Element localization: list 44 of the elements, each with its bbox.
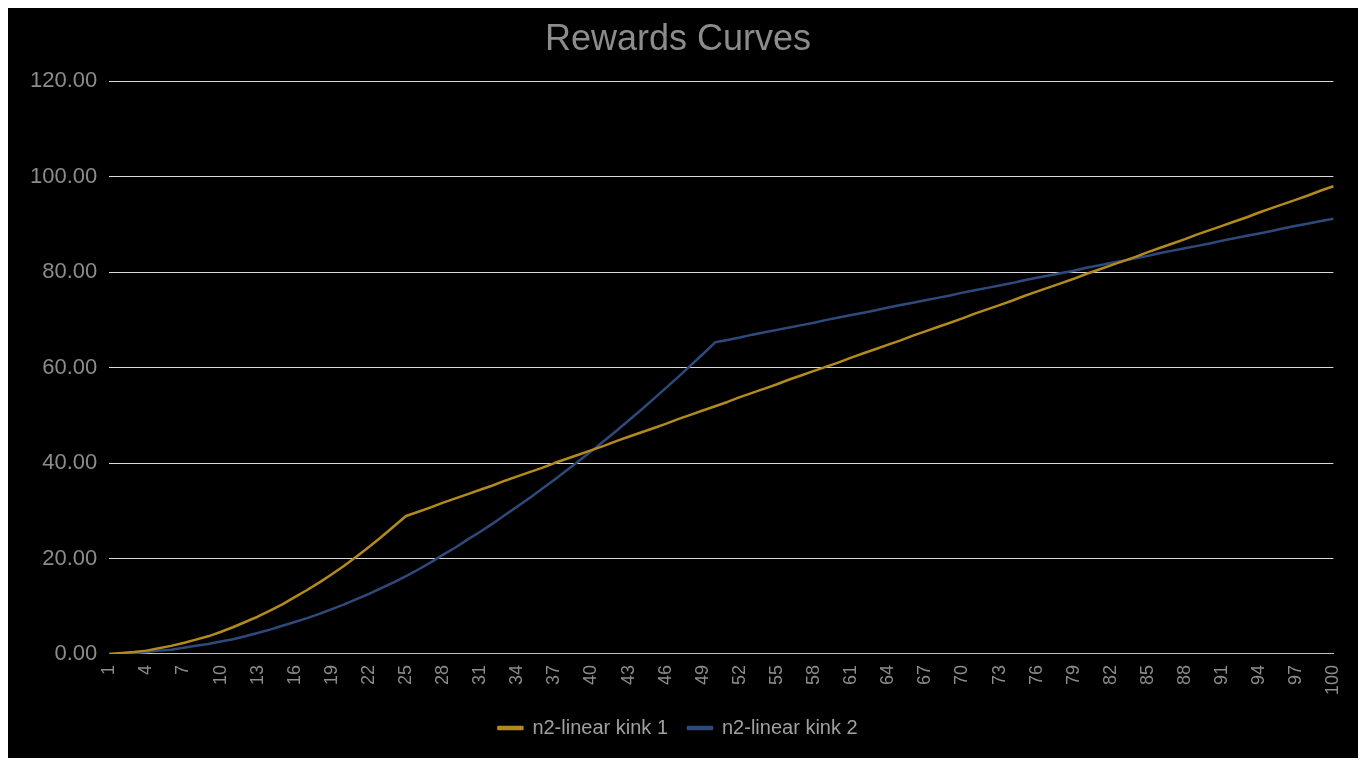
x-tick-label: 40 xyxy=(580,664,601,685)
x-tick-label: 10 xyxy=(209,664,230,685)
y-tick-label: 40.00 xyxy=(42,449,98,475)
x-tick-label: 34 xyxy=(506,664,527,685)
x-tick-label: 13 xyxy=(246,664,267,685)
legend-label: n2-linear kink 1 xyxy=(532,715,668,738)
x-tick-label: 91 xyxy=(1211,664,1232,685)
y-tick-label: 60.00 xyxy=(42,353,98,379)
x-tick-label: 37 xyxy=(543,664,564,685)
x-tick-label: 43 xyxy=(617,664,638,685)
x-tick-label: 100 xyxy=(1322,664,1343,696)
x-tick-label: 25 xyxy=(395,664,416,685)
x-tick-label: 79 xyxy=(1062,664,1083,685)
y-tick-label: 80.00 xyxy=(42,258,98,284)
x-tick-label: 64 xyxy=(877,664,898,685)
x-tick-label: 67 xyxy=(914,664,935,685)
x-tick-label: 61 xyxy=(840,664,861,685)
legend-label: n2-linear kink 2 xyxy=(722,715,858,738)
x-tick-label: 7 xyxy=(172,664,193,675)
x-tick-label: 73 xyxy=(988,664,1009,685)
x-tick-label: 88 xyxy=(1173,664,1194,685)
x-tick-label: 76 xyxy=(1025,664,1046,685)
x-tick-label: 1 xyxy=(98,664,119,675)
x-tick-label: 22 xyxy=(357,664,378,685)
x-tick-label: 82 xyxy=(1099,664,1120,685)
x-tick-label: 52 xyxy=(728,664,749,685)
x-tick-label: 70 xyxy=(951,664,972,685)
x-tick-label: 19 xyxy=(320,664,341,685)
x-tick-label: 85 xyxy=(1136,664,1157,685)
x-tick-label: 46 xyxy=(654,664,675,685)
x-tick-label: 58 xyxy=(803,664,824,685)
x-tick-label: 16 xyxy=(283,664,304,685)
x-tick-label: 49 xyxy=(691,664,712,685)
x-tick-label: 97 xyxy=(1285,664,1306,685)
x-tick-label: 94 xyxy=(1248,664,1269,685)
chart-title: Rewards Curves xyxy=(544,16,812,58)
x-tick-label: 28 xyxy=(432,664,453,685)
y-tick-label: 120.00 xyxy=(29,67,98,93)
x-tick-label: 55 xyxy=(765,664,786,685)
y-tick-label: 20.00 xyxy=(42,544,98,570)
y-tick-label: 100.00 xyxy=(29,162,98,188)
x-tick-label: 4 xyxy=(135,664,156,675)
x-tick-label: 31 xyxy=(469,664,490,685)
y-tick-label: 0.00 xyxy=(54,640,98,666)
